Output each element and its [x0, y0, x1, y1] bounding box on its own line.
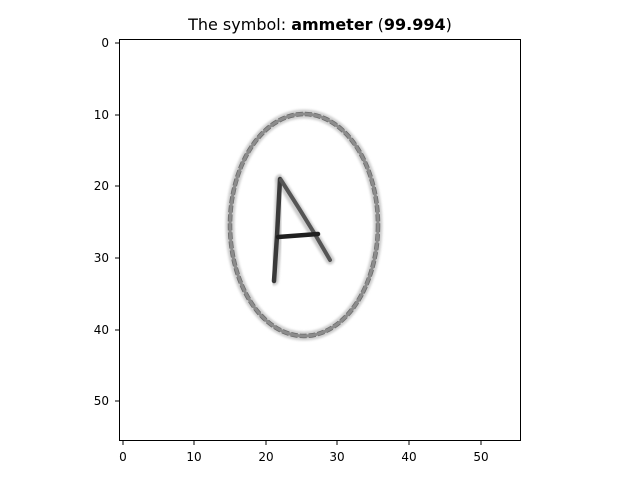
plot-title: The symbol: ammeter (99.994) — [187, 15, 452, 34]
x-tick-label-10: 10 — [186, 450, 201, 464]
y-tick-label-40: 40 — [94, 323, 109, 337]
x-axis: 0 10 20 30 40 50 — [119, 441, 488, 464]
x-tick-label-0: 0 — [119, 450, 127, 464]
x-tick-label-50: 50 — [473, 450, 488, 464]
y-tick-label-10: 10 — [94, 108, 109, 122]
title-prefix: The symbol: — [187, 15, 291, 34]
x-tick-label-30: 30 — [329, 450, 344, 464]
letter-a-crossbar — [278, 234, 318, 237]
title-close-paren: ) — [446, 15, 452, 34]
y-tick-label-0: 0 — [101, 36, 109, 50]
title-score: 99.994 — [384, 15, 446, 34]
y-tick-label-30: 30 — [94, 251, 109, 265]
title-open-paren: ( — [373, 15, 384, 34]
y-tick-label-50: 50 — [94, 394, 109, 408]
x-tick-label-20: 20 — [258, 450, 273, 464]
y-tick-label-20: 20 — [94, 179, 109, 193]
title-label: ammeter — [291, 15, 372, 34]
x-tick-label-40: 40 — [401, 450, 416, 464]
y-axis: 0 10 20 30 40 50 — [94, 36, 119, 408]
image-area — [120, 40, 521, 441]
